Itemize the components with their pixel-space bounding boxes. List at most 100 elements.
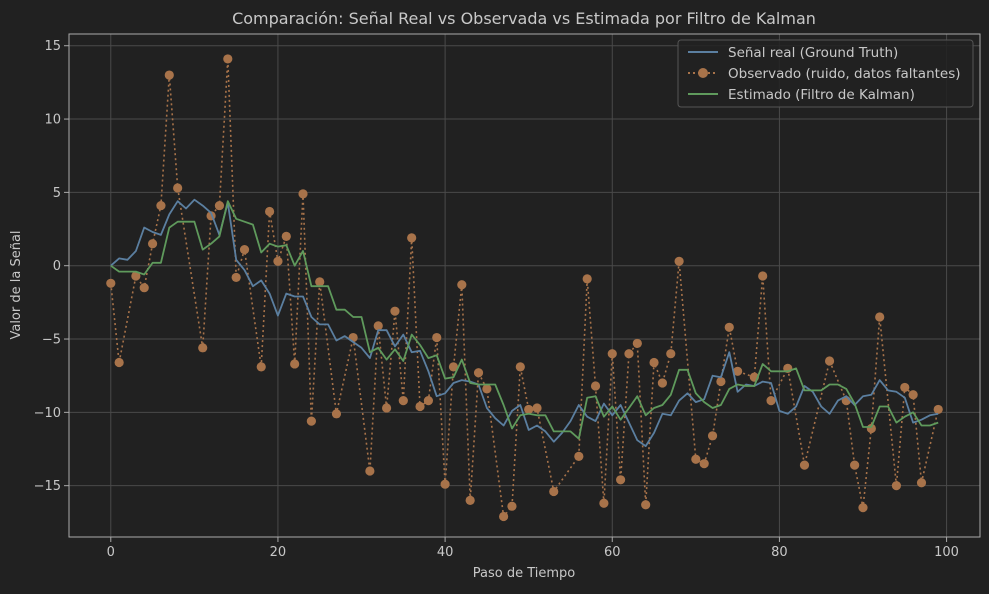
legend-label-real: Señal real (Ground Truth) — [728, 45, 898, 61]
observed-point — [858, 503, 868, 513]
legend: Señal real (Ground Truth) Observado (rui… — [677, 39, 974, 108]
legend-item-kalman: Estimado (Filtro de Kalman) — [688, 87, 915, 103]
observed-point — [381, 403, 392, 413]
observed-point — [264, 206, 275, 217]
legend-marker-observed — [698, 68, 708, 78]
observed-point — [407, 233, 417, 243]
y-tick-label: −5 — [42, 333, 61, 348]
observed-point — [214, 200, 225, 211]
observed-point — [281, 231, 291, 241]
y-axis-label: Valor de la Señal — [9, 230, 24, 339]
observed-point — [139, 283, 149, 293]
observed-point — [549, 486, 559, 497]
observed-point — [173, 183, 183, 193]
observed-point — [457, 280, 467, 290]
observed-point — [390, 306, 400, 316]
observed-point — [114, 357, 124, 368]
observed-point — [515, 362, 525, 372]
observed-point — [223, 54, 233, 64]
legend-item-observed: Observado (ruido, datos faltantes) — [688, 66, 961, 82]
observed-point — [440, 479, 450, 489]
observed-point — [156, 200, 166, 211]
observed-point — [799, 460, 810, 470]
observed-point — [448, 362, 459, 372]
y-tick-label: −10 — [34, 406, 61, 421]
axes: 0 20 40 60 80 100 −15 −10 −5 0 5 10 15 — [34, 33, 981, 560]
observed-point — [657, 378, 668, 388]
observed-point — [674, 256, 684, 266]
observed-point — [273, 256, 283, 266]
observed-point — [164, 70, 174, 80]
legend-box — [677, 39, 974, 108]
observed-point — [365, 466, 375, 476]
observed-point — [824, 356, 835, 366]
observed-point — [724, 322, 734, 332]
observed-point — [933, 404, 943, 415]
observed-point — [766, 396, 776, 406]
observed-point — [131, 271, 141, 281]
observed-point — [473, 368, 484, 378]
y-tick-label: 15 — [44, 39, 61, 54]
observed-point — [616, 475, 626, 485]
observed-point — [482, 384, 492, 394]
observed-point — [373, 321, 383, 331]
x-tick-label: 80 — [771, 545, 788, 560]
observed-point — [699, 459, 709, 469]
observed-point — [908, 390, 918, 400]
observed-point — [916, 478, 927, 488]
observed-point — [432, 332, 442, 343]
observed-point — [624, 349, 634, 359]
y-tick-label: 0 — [53, 259, 61, 274]
series-line-observed — [110, 58, 939, 518]
observed-point — [707, 431, 718, 441]
series-line-kalman — [110, 200, 939, 440]
observed-point — [850, 460, 860, 470]
y-tick-label: 10 — [44, 113, 61, 128]
observed-point — [465, 495, 475, 505]
observed-point — [599, 498, 609, 508]
observed-point — [147, 239, 158, 249]
observed-point — [590, 381, 601, 391]
y-tick-label: −15 — [34, 479, 61, 494]
plot-frame — [68, 33, 981, 538]
observed-point — [532, 403, 542, 413]
series-layer — [106, 54, 943, 522]
grid — [69, 34, 980, 537]
observed-point — [758, 271, 768, 281]
observed-point — [231, 272, 241, 283]
x-tick-label: 40 — [437, 545, 454, 560]
x-tick-label: 0 — [107, 545, 115, 560]
observed-point — [507, 501, 517, 511]
x-tick-label: 100 — [934, 545, 959, 560]
observed-point — [298, 189, 308, 199]
chart-title: Comparación: Señal Real vs Observada vs … — [232, 9, 816, 28]
observed-point — [398, 396, 408, 406]
x-tick-label: 20 — [270, 545, 287, 560]
observed-point — [415, 401, 425, 412]
observed-point — [574, 451, 584, 461]
legend-label-kalman: Estimado (Filtro de Kalman) — [728, 87, 915, 103]
x-axis-label: Paso de Tiempo — [473, 566, 576, 581]
observed-point — [198, 343, 208, 353]
observed-point — [306, 416, 316, 426]
series-line-real — [110, 198, 939, 448]
observed-point — [106, 278, 116, 288]
observed-point — [582, 274, 592, 284]
observed-point — [239, 244, 250, 255]
observed-point — [900, 382, 910, 393]
observed-point — [524, 404, 534, 415]
observed-point — [641, 500, 651, 510]
observed-point — [891, 481, 902, 491]
observed-point — [499, 511, 509, 522]
observed-point — [716, 376, 726, 387]
observed-point — [315, 277, 325, 287]
observed-point — [875, 312, 885, 322]
legend-item-real: Señal real (Ground Truth) — [688, 45, 898, 61]
observed-point — [733, 366, 743, 376]
observed-point — [632, 338, 642, 349]
observed-point — [649, 357, 659, 368]
legend-label-observed: Observado (ruido, datos faltantes) — [728, 66, 961, 82]
observed-point — [423, 396, 433, 406]
